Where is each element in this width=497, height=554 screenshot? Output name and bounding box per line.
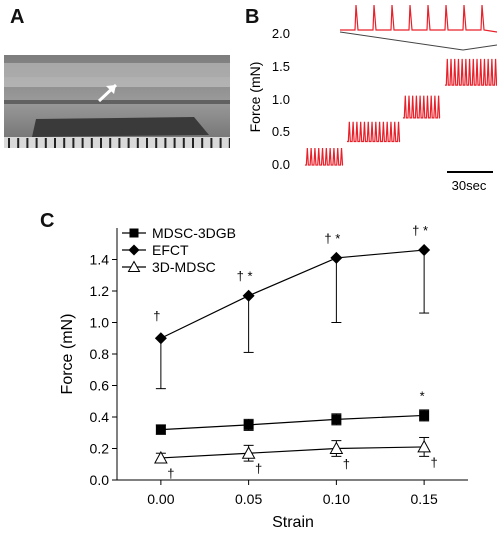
zoom-line	[462, 44, 497, 51]
significance-marker: †	[431, 455, 438, 470]
panel-b-traces: Force (mN) 2.0 1.5 1.0 0.5 0.0 30sec	[247, 4, 497, 193]
significance-marker: † *	[237, 269, 253, 284]
scalebar-label: 30sec	[452, 178, 487, 193]
significance-marker: †	[255, 461, 262, 476]
panel-b-yticks: 2.0 1.5 1.0 0.5 0.0	[272, 26, 290, 172]
series-3d-mdsc: † † † †	[154, 436, 438, 481]
data-point	[418, 244, 431, 257]
panel-b-ylabel: Force (mN)	[247, 62, 263, 133]
significance-marker: †	[343, 457, 350, 472]
force-trace	[403, 95, 441, 119]
force-trace	[305, 148, 344, 166]
panel-b-ytick: 1.5	[272, 59, 290, 74]
force-trace-inset	[340, 4, 497, 33]
significance-marker: *	[420, 388, 425, 403]
y-tick-label: 0.4	[90, 409, 110, 425]
significance-marker: †	[167, 466, 174, 481]
data-point	[154, 332, 167, 345]
panel-b-ytick: 0.5	[272, 124, 290, 139]
panel-label-a: A	[10, 6, 25, 28]
y-tick-label: 0.6	[90, 378, 110, 394]
data-point	[329, 441, 344, 454]
data-point	[154, 450, 168, 464]
data-point	[242, 289, 255, 302]
force-trace	[347, 121, 401, 143]
panel-b-trace-group	[305, 4, 497, 166]
y-tick-label: 1.0	[90, 315, 110, 331]
series-mdsc-3dgb: *	[155, 388, 430, 435]
series-line	[160, 249, 425, 339]
series-efct: † † * † * † *	[153, 223, 431, 390]
data-point	[417, 439, 431, 453]
x-tick-label: 0.05	[235, 491, 262, 507]
data-point	[155, 424, 166, 435]
series-line	[160, 446, 425, 459]
x-axis-label: Strain	[272, 514, 314, 531]
panel-label-b: B	[245, 6, 260, 28]
legend-marker	[127, 260, 141, 272]
x-tick-label: 0.00	[147, 491, 174, 507]
legend-label: EFCT	[152, 242, 189, 258]
significance-marker: † *	[324, 231, 340, 246]
series-line	[160, 414, 425, 431]
y-tick-label: 1.4	[90, 252, 110, 268]
data-point	[243, 419, 254, 430]
data-point	[241, 446, 256, 459]
legend-marker	[129, 228, 139, 238]
data-point	[330, 251, 343, 264]
significance-marker: † *	[412, 223, 428, 238]
y-tick-label: 1.2	[90, 283, 110, 299]
x-tick-label: 0.10	[323, 491, 350, 507]
y-axis-label: Force (mN)	[59, 314, 76, 395]
significance-marker: †	[153, 308, 160, 323]
panel-label-c: C	[40, 210, 55, 232]
panel-c-chart: 0.0 0.2 0.4 0.6 0.8 1.0 1.2 1.4 0.00 0.05 0.10 0.1…	[59, 223, 468, 531]
data-point	[331, 414, 342, 425]
y-tick-label: 0.0	[90, 472, 110, 488]
panel-b-ytick: 2.0	[272, 26, 290, 41]
data-point	[419, 410, 430, 421]
force-trace	[445, 58, 497, 86]
y-tick-label: 0.8	[90, 346, 110, 362]
legend-label: MDSC-3DGB	[152, 225, 236, 241]
legend-marker	[128, 244, 140, 256]
tissue-photo	[4, 55, 230, 148]
panel-b-ytick: 1.0	[272, 92, 290, 107]
x-tick-label: 0.15	[411, 491, 438, 507]
zoom-line	[339, 31, 464, 51]
panel-b-ytick: 0.0	[272, 157, 290, 172]
legend-label: 3D-MDSC	[152, 259, 216, 275]
y-tick-label: 0.2	[90, 441, 110, 457]
